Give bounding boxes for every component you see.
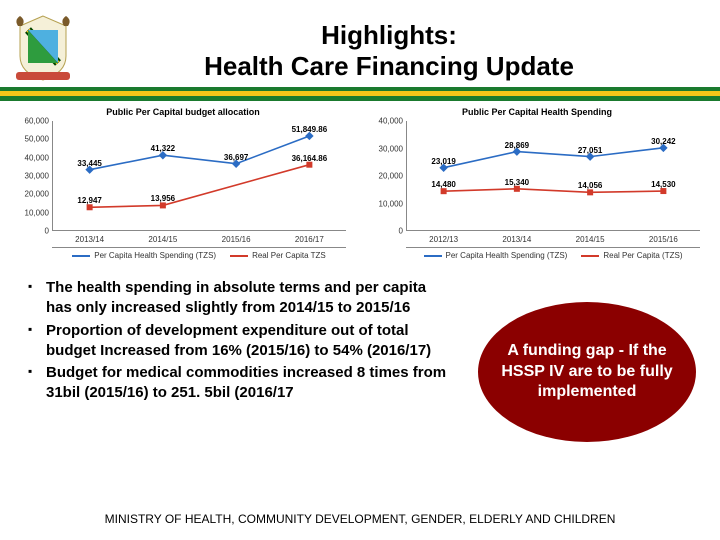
legend-label: Per Capita Health Spending (TZS) — [446, 251, 568, 260]
list-item: Budget for medical commodities increased… — [28, 363, 454, 404]
legend-label: Real Per Capita TZS — [252, 251, 326, 260]
chart-ytick: 10,000 — [15, 208, 49, 217]
chart-ytick: 20,000 — [15, 190, 49, 199]
chart-xtick: 2016/17 — [295, 235, 324, 244]
legend-item: Per Capita Health Spending (TZS) — [424, 251, 568, 260]
chart-ytick: 20,000 — [369, 172, 403, 181]
chart-data-label: 14,530 — [651, 180, 675, 189]
chart-data-label: 36,697 — [224, 153, 248, 162]
title-line-2: Health Care Financing Update — [78, 51, 700, 82]
legend-swatch-icon — [230, 255, 248, 257]
chart-xtick: 2013/14 — [75, 235, 104, 244]
chart-data-label: 14,056 — [578, 182, 602, 191]
chart-data-label: 33,445 — [77, 159, 101, 168]
chart-data-label: 28,869 — [505, 141, 529, 150]
list-item: Proportion of development expenditure ou… — [28, 321, 454, 362]
legend-label: Real Per Capita (TZS) — [603, 251, 682, 260]
chart-xtick: 2015/16 — [222, 235, 251, 244]
chart-ytick: 0 — [369, 227, 403, 236]
footer-text: MINISTRY OF HEALTH, COMMUNITY DEVELOPMEN… — [0, 512, 720, 526]
chart-ytick: 10,000 — [369, 199, 403, 208]
charts-row: Public Per Capital budget allocation 010… — [0, 101, 720, 260]
page-title: Highlights: Health Care Financing Update — [78, 8, 700, 82]
chart-health-spending: Public Per Capital Health Spending 010,0… — [368, 107, 706, 260]
chart-plot-area: 010,00020,00030,00040,0002012/132013/142… — [406, 121, 700, 231]
chart-ytick: 0 — [15, 227, 49, 236]
title-line-1: Highlights: — [78, 20, 700, 51]
chart-data-label: 23,019 — [431, 157, 455, 166]
chart-xtick: 2014/15 — [576, 235, 605, 244]
chart-legend: Per Capita Health Spending (TZS) Real Per… — [52, 247, 346, 260]
chart-legend: Per Capita Health Spending (TZS) Real Per… — [406, 247, 700, 260]
chart-data-label: 13,956 — [151, 195, 175, 204]
callout-wrap: A funding gap - If the HSSP IV are to be… — [472, 278, 702, 442]
divider-stripe — [0, 87, 720, 101]
chart-data-label: 51,849.86 — [292, 125, 328, 134]
chart-data-label: 27,051 — [578, 146, 602, 155]
chart-data-label: 30,242 — [651, 137, 675, 146]
chart-ytick: 40,000 — [369, 117, 403, 126]
chart-xtick: 2012/13 — [429, 235, 458, 244]
legend-label: Per Capita Health Spending (TZS) — [94, 251, 216, 260]
legend-swatch-icon — [424, 255, 442, 257]
chart-ytick: 30,000 — [15, 172, 49, 181]
chart-data-label: 12,947 — [77, 196, 101, 205]
legend-swatch-icon — [581, 255, 599, 257]
body-row: The health spending in absolute terms an… — [0, 260, 720, 442]
chart-ytick: 50,000 — [15, 135, 49, 144]
chart-xtick: 2015/16 — [649, 235, 678, 244]
chart-ytick: 30,000 — [369, 144, 403, 153]
chart-ytick: 40,000 — [15, 153, 49, 162]
chart-budget-allocation: Public Per Capital budget allocation 010… — [14, 107, 352, 260]
list-item: The health spending in absolute terms an… — [28, 278, 454, 319]
chart-plot-area: 010,00020,00030,00040,00050,00060,000201… — [52, 121, 346, 231]
chart-title: Public Per Capital budget allocation — [14, 107, 352, 117]
bullet-list: The health spending in absolute terms an… — [28, 278, 454, 406]
legend-swatch-icon — [72, 255, 90, 257]
chart-data-label: 41,322 — [151, 144, 175, 153]
chart-ytick: 60,000 — [15, 117, 49, 126]
chart-lines — [53, 121, 346, 231]
chart-data-label: 14,480 — [431, 180, 455, 189]
header: Highlights: Health Care Financing Update — [0, 0, 720, 83]
chart-data-label: 36,164.86 — [292, 154, 328, 163]
national-emblem-icon — [8, 8, 78, 83]
legend-item: Per Capita Health Spending (TZS) — [72, 251, 216, 260]
chart-xtick: 2013/14 — [502, 235, 531, 244]
chart-data-label: 15,340 — [505, 178, 529, 187]
funding-gap-callout: A funding gap - If the HSSP IV are to be… — [478, 302, 696, 442]
legend-item: Real Per Capita TZS — [230, 251, 326, 260]
chart-xtick: 2014/15 — [148, 235, 177, 244]
chart-title: Public Per Capital Health Spending — [368, 107, 706, 117]
legend-item: Real Per Capita (TZS) — [581, 251, 682, 260]
